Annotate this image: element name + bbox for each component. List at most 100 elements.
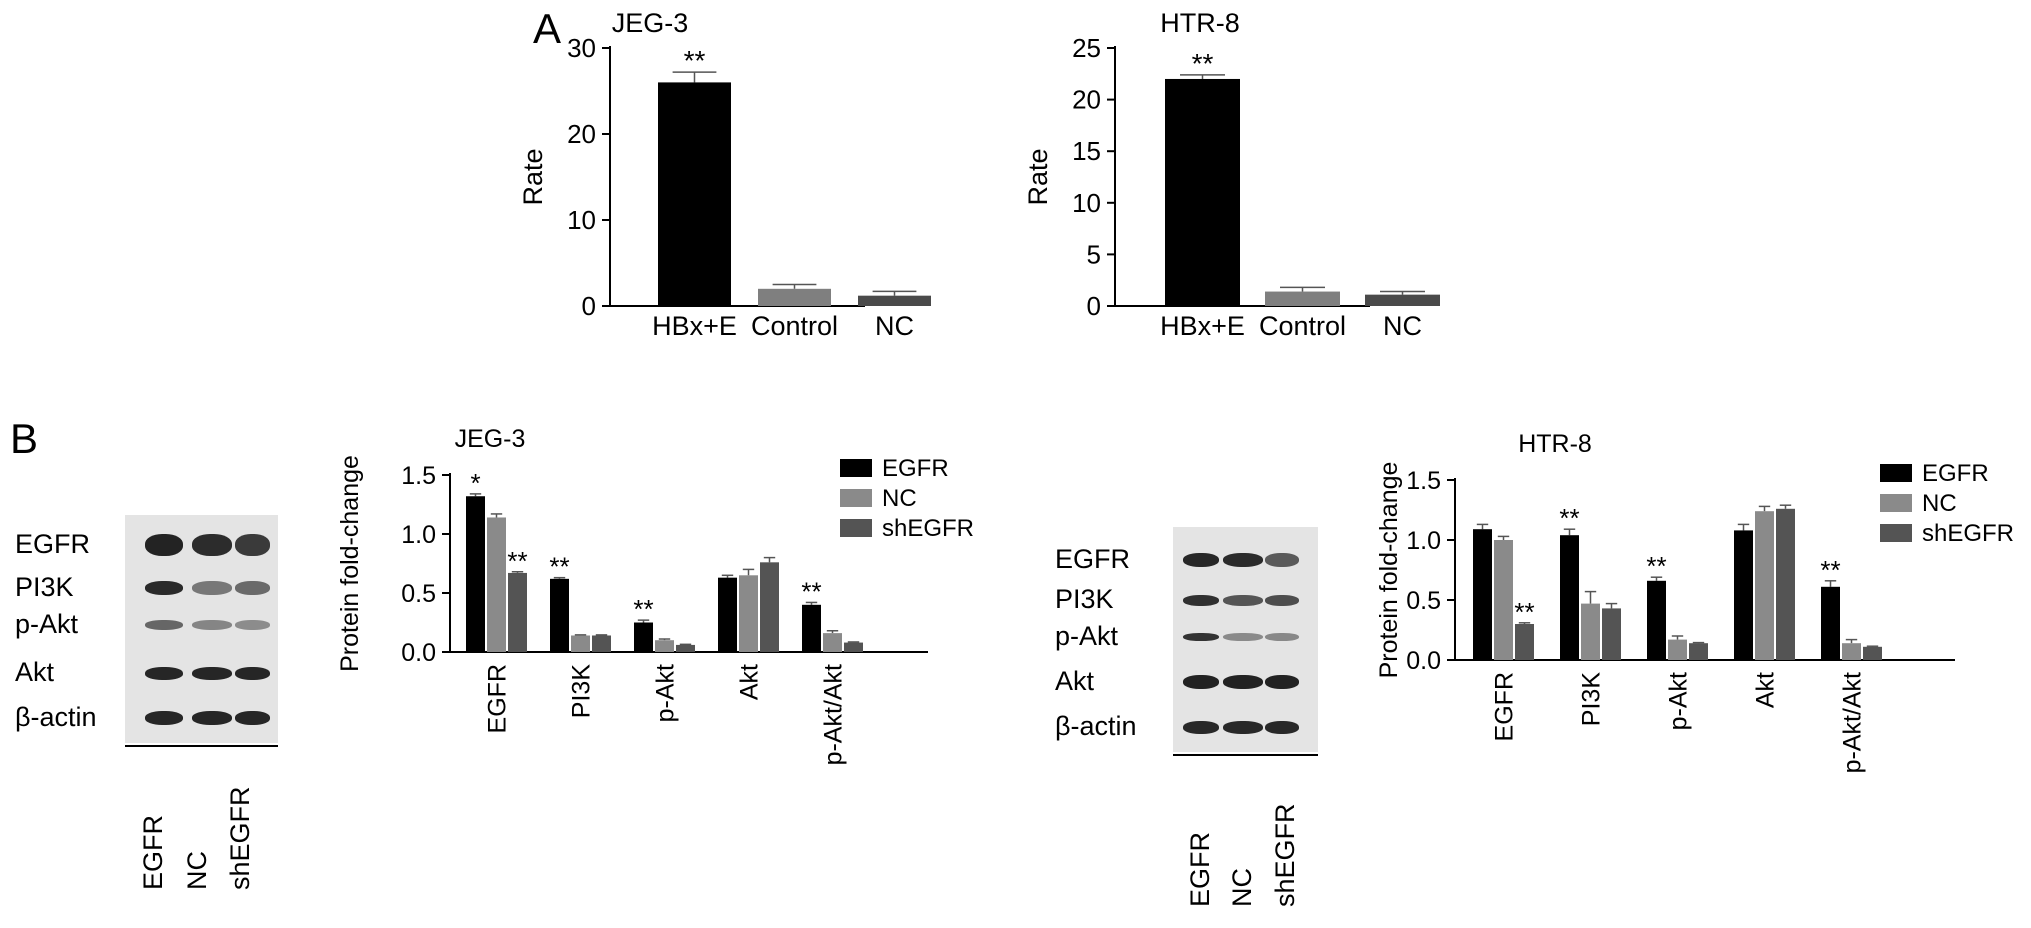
significance-label: ** — [801, 576, 821, 606]
blot-band — [1223, 633, 1263, 641]
blot-lane-label: EGFR — [138, 814, 168, 890]
blot-band — [235, 666, 270, 680]
x-tick-label: p-Akt — [1665, 672, 1693, 730]
x-tick-label: Control — [751, 311, 838, 341]
legend-swatch — [840, 519, 872, 537]
blot-band — [1223, 594, 1263, 606]
blot-band — [1223, 553, 1263, 567]
x-tick-label: PI3K — [568, 664, 596, 719]
legend-label: NC — [882, 485, 917, 512]
blot-band — [235, 711, 270, 725]
bar — [758, 288, 831, 306]
y-tick-label: 30 — [567, 33, 596, 63]
bar — [1842, 643, 1861, 660]
x-tick-label: Akt — [736, 664, 764, 700]
legend-swatch — [840, 489, 872, 507]
x-tick-label: Akt — [1752, 672, 1780, 708]
y-tick-label: 10 — [1072, 188, 1101, 218]
y-tick-label: 0.5 — [1406, 587, 1441, 615]
legend-swatch — [1880, 464, 1912, 482]
bar — [1668, 639, 1687, 660]
blot-band — [145, 620, 183, 630]
bar — [1494, 540, 1513, 660]
bar — [1473, 529, 1492, 660]
blot-band — [1223, 675, 1263, 689]
bar — [718, 577, 737, 652]
blot-row-label: EGFR — [1055, 544, 1131, 574]
blot-band — [1183, 594, 1219, 606]
y-axis-label: Rate — [1023, 148, 1053, 205]
blot-lane-label: EGFR — [1185, 831, 1215, 907]
significance-label: ** — [1820, 555, 1840, 585]
chart-title: JEG-3 — [455, 425, 526, 453]
blot-row-label: β-actin — [1055, 711, 1137, 741]
bar — [655, 640, 674, 652]
bar — [1515, 624, 1534, 660]
y-tick-label: 1.5 — [1406, 467, 1441, 495]
blot-band — [1223, 720, 1263, 734]
y-tick-label: 0 — [1087, 291, 1101, 321]
y-tick-label: 20 — [1072, 85, 1101, 115]
blot-lane-label: NC — [182, 851, 212, 890]
blot-band — [145, 711, 183, 725]
bar — [508, 572, 527, 652]
y-axis-label: Protein fold-change — [336, 455, 364, 672]
blot-band — [1183, 720, 1219, 734]
blot-band — [1183, 633, 1219, 641]
significance-label: ** — [549, 552, 569, 582]
bar — [1863, 646, 1882, 660]
bar — [1560, 535, 1579, 660]
chart-title: JEG-3 — [612, 8, 689, 38]
bar — [1776, 508, 1795, 660]
blot-band — [192, 534, 232, 556]
blot-row-label: PI3K — [15, 572, 74, 602]
western-blot-jeg3: EGFR PI3K p-Akt Akt β-actin EGFR NC shEGFR — [15, 505, 278, 895]
bar — [802, 604, 821, 652]
y-tick-label: 15 — [1072, 136, 1101, 166]
blot-band — [1183, 675, 1219, 689]
chart-b-htr8: HTR-8 Protein fold-change 0.0 0.5 1.0 1.5 ** EG… — [1375, 430, 2014, 773]
legend-swatch — [840, 459, 872, 477]
panel-a-label: A — [533, 5, 562, 52]
blot-row-label: p-Akt — [15, 609, 79, 639]
bar — [550, 578, 569, 652]
chart-title: HTR-8 — [1160, 8, 1240, 38]
x-tick-label: EGFR — [484, 664, 512, 733]
y-tick-label: 1.0 — [1406, 527, 1441, 555]
blot-lane-label: NC — [1227, 868, 1257, 907]
bar — [1647, 580, 1666, 660]
legend-label: NC — [1922, 490, 1957, 517]
blot-band — [1265, 675, 1299, 689]
significance-label: ** — [1646, 551, 1666, 581]
bar — [1581, 603, 1600, 660]
significance-label: ** — [684, 45, 706, 76]
y-tick-label: 20 — [567, 119, 596, 149]
blot-row-label: Akt — [1055, 666, 1095, 696]
chart-title: HTR-8 — [1518, 430, 1592, 458]
bar — [487, 517, 506, 652]
significance-label: ** — [1514, 597, 1534, 627]
bar — [1755, 511, 1774, 660]
y-tick-label: 25 — [1072, 33, 1101, 63]
y-tick-label: 10 — [567, 205, 596, 235]
bar — [739, 575, 758, 652]
legend-swatch — [1880, 494, 1912, 512]
western-blot-htr8: EGFR PI3K p-Akt Akt β-actin EGFR NC shEGFR — [1055, 522, 1318, 912]
x-tick-label: NC — [1383, 311, 1422, 341]
bar — [658, 82, 731, 307]
y-axis-label: Rate — [518, 148, 548, 205]
legend-label: EGFR — [1922, 460, 1989, 487]
x-tick-label: HBx+E — [652, 311, 737, 341]
bar — [571, 635, 590, 652]
x-tick-label: p-Akt — [652, 664, 680, 722]
chart-a-htr8: HTR-8 Rate 0 5 10 15 20 25 ** HBx+E Control NC — [1023, 8, 1440, 341]
bar — [858, 295, 931, 306]
significance-label: ** — [633, 594, 653, 624]
legend-label: shEGFR — [1922, 520, 2014, 547]
legend-swatch — [1880, 524, 1912, 542]
bar — [844, 642, 863, 652]
bar — [1165, 78, 1240, 307]
blot-band — [145, 581, 183, 595]
blot-band — [192, 581, 232, 595]
